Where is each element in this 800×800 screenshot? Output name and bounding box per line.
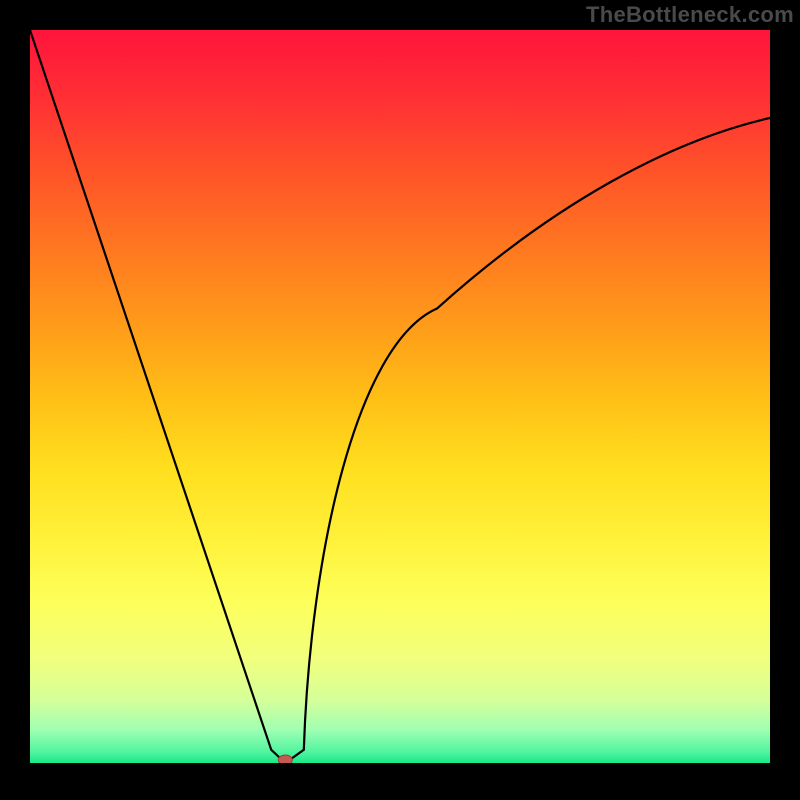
chart-stage: TheBottleneck.com	[0, 0, 800, 800]
plot-background	[30, 30, 770, 763]
chart-svg	[0, 0, 800, 800]
watermark-text: TheBottleneck.com	[586, 2, 794, 28]
